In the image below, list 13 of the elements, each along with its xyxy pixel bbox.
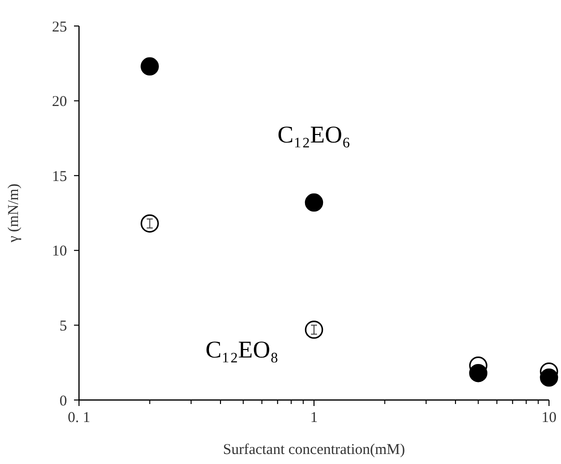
x-tick-label: 0. 1 bbox=[68, 410, 90, 426]
x-axis-title: Surfactant concentration(mM) bbox=[222, 442, 406, 458]
y-tick-label: 25 bbox=[52, 19, 67, 36]
y-tick-label: 10 bbox=[52, 244, 67, 260]
y-tick-label: 20 bbox=[52, 94, 67, 110]
y-tick-label: 0 bbox=[60, 393, 67, 410]
y-tick-label: 5 bbox=[60, 318, 67, 334]
x-tick-label: 10 bbox=[542, 410, 556, 426]
y-axis-title: γ (mN/m) bbox=[6, 184, 22, 244]
x-tick-label: 1 bbox=[310, 410, 318, 426]
series-label: C₁₂EO₈ bbox=[205, 338, 279, 364]
text: C₁₂EO₆ bbox=[277, 122, 351, 149]
y-tick-label: 15 bbox=[52, 168, 67, 185]
